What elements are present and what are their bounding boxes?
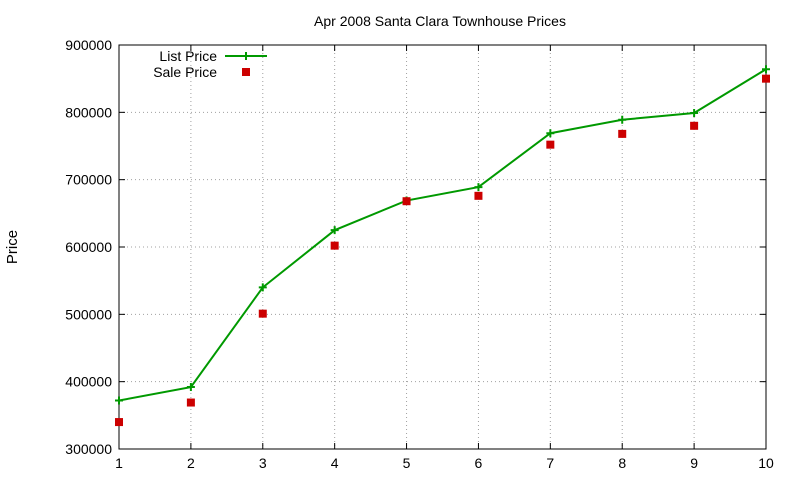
- list-price-line: [118, 68, 767, 402]
- sale-price-point: [762, 74, 770, 83]
- y-tick-label: 600000: [65, 239, 112, 255]
- sale-price-point: [618, 129, 627, 138]
- sale-price-point: [186, 398, 195, 407]
- y-tick-label: 700000: [65, 172, 112, 188]
- sale-price-point: [474, 191, 483, 200]
- x-tick-label: 5: [403, 455, 411, 471]
- grid-layer: [119, 45, 766, 449]
- y-tick-label: 500000: [65, 306, 112, 322]
- x-tick-label: 4: [331, 455, 339, 471]
- sale-price-point: [330, 241, 339, 250]
- list-price-point: [690, 109, 699, 118]
- y-tick-label: 300000: [65, 441, 112, 457]
- x-tick-label: 8: [618, 455, 626, 471]
- list-price-point: [115, 396, 123, 405]
- x-tick-label: 6: [475, 455, 483, 471]
- x-tick-label: 2: [187, 455, 195, 471]
- sale-price-point: [546, 140, 555, 149]
- list-price-point: [258, 283, 267, 292]
- legend-swatch-sale-price: [242, 68, 250, 76]
- x-tick-label: 3: [259, 455, 267, 471]
- y-tick-label: 800000: [65, 104, 112, 120]
- list-price-point: [618, 115, 627, 124]
- list-price-point: [474, 183, 483, 192]
- x-tick-label: 9: [690, 455, 698, 471]
- legend-label-sale-price: Sale Price: [153, 64, 217, 80]
- x-tick-label: 1: [115, 455, 123, 471]
- x-tick-label: 7: [546, 455, 554, 471]
- legend-label-list-price: List Price: [159, 48, 217, 64]
- legend-marker-list-price: [242, 52, 250, 60]
- sale-price-point: [115, 418, 123, 427]
- list-price-point: [762, 65, 770, 74]
- sale-price-point: [690, 121, 699, 130]
- series-layer: [115, 65, 770, 427]
- list-price-point: [186, 383, 195, 392]
- chart-title: Apr 2008 Santa Clara Townhouse Prices: [314, 13, 566, 29]
- plot-frame: [118, 44, 767, 450]
- sale-price-point: [402, 197, 411, 206]
- list-price-point: [330, 226, 339, 235]
- sale-price-point: [258, 309, 267, 318]
- x-tick-label: 10: [758, 455, 774, 471]
- list-price-point: [546, 129, 555, 138]
- y-axis-label: Price: [4, 230, 21, 264]
- y-tick-label: 900000: [65, 37, 112, 53]
- axis-layer: 1 2 3 4 5 6 7 8 9 10 300000 400000 500000 600000 70000…: [65, 37, 774, 471]
- y-tick-label: 400000: [65, 374, 112, 390]
